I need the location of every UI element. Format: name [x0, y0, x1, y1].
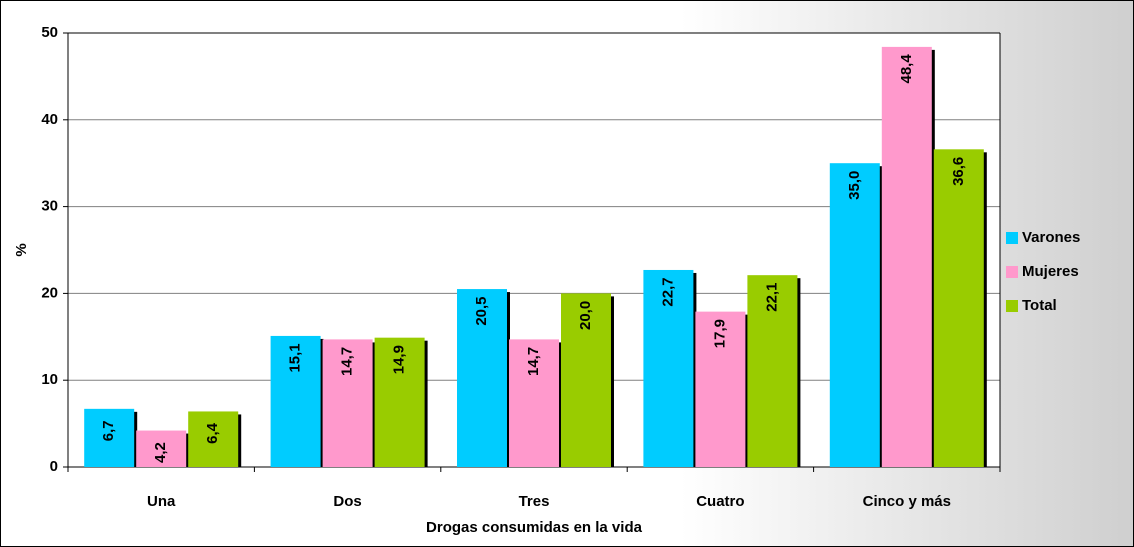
value-label: 6,7: [100, 420, 117, 441]
bar: [933, 149, 984, 467]
bar: [374, 337, 425, 467]
value-label: 22,7: [659, 277, 676, 306]
legend-label: Mujeres: [1022, 263, 1079, 280]
bar: [829, 163, 880, 467]
value-label: 14,7: [525, 347, 542, 376]
value-label: 36,6: [950, 157, 967, 186]
bar: [136, 430, 187, 467]
value-label: 14,9: [391, 345, 408, 374]
value-label: 35,0: [846, 171, 863, 200]
value-label: 20,5: [473, 296, 490, 325]
y-tick-label: 0: [50, 458, 58, 475]
x-tick-label: Una: [147, 493, 176, 510]
legend-label: Varones: [1022, 229, 1080, 246]
legend-swatch: [1006, 266, 1018, 278]
bar: [322, 339, 373, 467]
value-label: 20,0: [577, 301, 594, 330]
bar: [695, 311, 746, 467]
bar: [270, 335, 321, 467]
bar: [747, 275, 798, 467]
legend-label: Total: [1022, 297, 1057, 314]
bar: [457, 289, 507, 467]
value-label: 14,7: [339, 347, 356, 376]
legend-swatch: [1006, 300, 1018, 312]
value-label: 4,2: [152, 442, 169, 463]
bar: [643, 269, 694, 467]
legend-swatch: [1006, 232, 1018, 244]
x-tick-label: Dos: [333, 493, 361, 510]
bar: [188, 411, 239, 467]
bar: [84, 408, 135, 467]
x-tick-label: Cuatro: [696, 493, 744, 510]
bar: [509, 339, 559, 467]
value-label: 17,9: [711, 319, 728, 348]
y-tick-label: 30: [41, 198, 58, 215]
y-axis-label: %: [13, 243, 30, 256]
x-tick-label: Tres: [519, 493, 550, 510]
x-axis-label: Drogas consumidas en la vida: [426, 519, 643, 536]
bar: [881, 46, 932, 467]
value-label: 6,4: [204, 422, 221, 444]
value-label: 22,1: [763, 283, 780, 312]
y-tick-label: 50: [41, 24, 58, 41]
y-tick-label: 10: [41, 371, 58, 388]
value-label: 48,4: [898, 54, 915, 84]
value-label: 15,1: [287, 343, 304, 372]
y-tick-label: 20: [41, 284, 58, 301]
x-tick-label: Cinco y más: [863, 493, 951, 510]
bar: [561, 293, 611, 467]
y-tick-label: 40: [41, 111, 58, 128]
